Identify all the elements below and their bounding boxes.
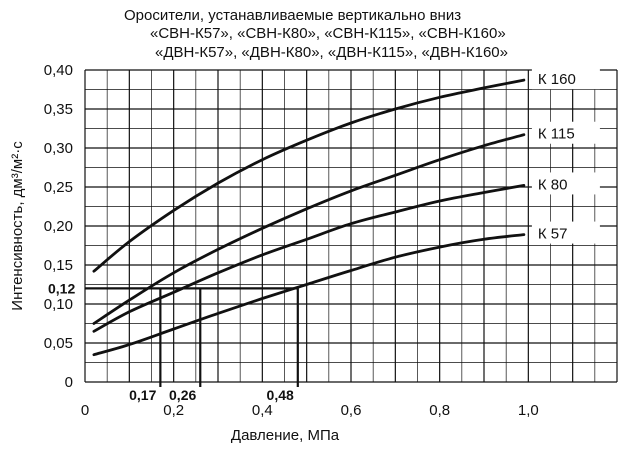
annotation-labels: 0,17 0,26 0,48 0,12 xyxy=(48,280,294,403)
series-line-к80 xyxy=(92,184,526,333)
x-tick-label: 1,0 xyxy=(518,402,539,419)
x-value-annotation: 0,48 xyxy=(267,387,294,403)
series-label: К 160 xyxy=(538,71,576,88)
x-value-annotation: 0,17 xyxy=(129,387,156,403)
data-series xyxy=(92,78,526,357)
y-tick-label: 0,30 xyxy=(44,140,73,157)
series-label-background xyxy=(531,67,600,90)
x-tick-label: 0,4 xyxy=(252,402,273,419)
series-labels: К 160 К 115 К 80 К 57 xyxy=(531,67,600,244)
series-line-к160 xyxy=(92,78,526,273)
y-tick-label: 0 xyxy=(65,374,73,391)
x-tick-label: 0 xyxy=(81,402,89,419)
x-tick-label: 0,2 xyxy=(163,402,184,419)
y-tick-label: 0,35 xyxy=(44,101,73,118)
y-tick-label: 0,20 xyxy=(44,218,73,235)
series-label: К 57 xyxy=(538,226,568,243)
series-line-к57 xyxy=(92,233,526,357)
series-label: К 80 xyxy=(538,176,568,193)
series-line-к115 xyxy=(92,133,526,325)
x-tick-label: 0,8 xyxy=(429,402,450,419)
title-line-3: «ДВН-К57», «ДВН-К80», «ДВН-К115», «ДВН-К… xyxy=(155,44,508,61)
y-tick-label: 0,40 xyxy=(44,62,73,79)
chart-grid xyxy=(84,69,618,383)
title-line-2: «СВН-К57», «СВН-К80», «СВН-К115», «СВН-К… xyxy=(150,25,506,42)
y-tick-label: 0,25 xyxy=(44,179,73,196)
y-value-annotation: 0,12 xyxy=(48,280,75,296)
y-tick-label: 0,15 xyxy=(44,257,73,274)
chart-title: Оросители, устанавливаемые вертикально в… xyxy=(124,7,508,61)
x-value-annotation: 0,26 xyxy=(169,387,196,403)
y-tick-label: 0,10 xyxy=(44,296,73,313)
y-axis-label: Интенсивность, дм³/м²·с xyxy=(9,141,26,311)
series-label-background xyxy=(531,221,600,244)
x-axis-label: Давление, МПа xyxy=(231,427,340,444)
y-tick-label: 0,05 xyxy=(44,335,73,352)
series-label: К 115 xyxy=(538,126,575,143)
series-label-background xyxy=(531,121,600,144)
tick-labels: 0 0,2 0,4 0,6 0,8 1,0 0 0,05 0,10 0,15 0,20 0,25 0,3… xyxy=(44,62,539,419)
title-line-1: Оросители, устанавливаемые вертикально в… xyxy=(124,7,461,24)
x-tick-label: 0,6 xyxy=(341,402,362,419)
series-label-background xyxy=(531,172,600,195)
reading-guides xyxy=(85,287,299,387)
